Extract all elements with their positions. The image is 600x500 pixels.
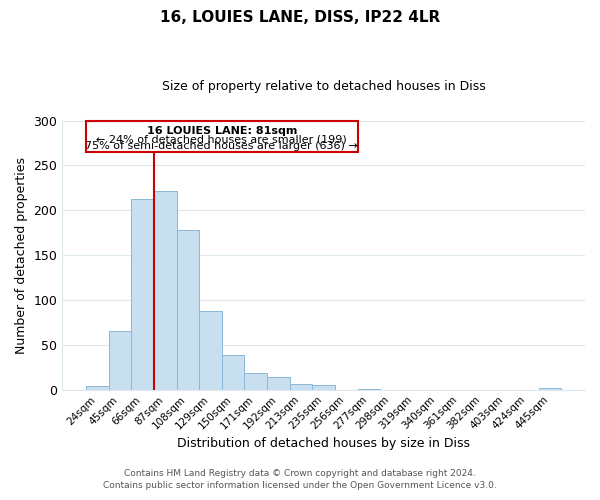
Text: 16 LOUIES LANE: 81sqm: 16 LOUIES LANE: 81sqm [146,126,297,136]
Text: 75% of semi-detached houses are larger (636) →: 75% of semi-detached houses are larger (… [85,141,358,151]
Bar [109,332,131,390]
FancyBboxPatch shape [86,122,358,152]
Bar [313,385,335,390]
Bar [176,230,199,390]
Bar [290,384,313,390]
Bar [131,198,154,390]
Y-axis label: Number of detached properties: Number of detached properties [15,156,28,354]
Text: Contains HM Land Registry data © Crown copyright and database right 2024.
Contai: Contains HM Land Registry data © Crown c… [103,468,497,490]
Bar [154,190,176,390]
Bar [358,389,380,390]
Bar [244,372,267,390]
Text: ← 24% of detached houses are smaller (199): ← 24% of detached houses are smaller (19… [97,134,347,144]
Title: Size of property relative to detached houses in Diss: Size of property relative to detached ho… [162,80,485,93]
X-axis label: Distribution of detached houses by size in Diss: Distribution of detached houses by size … [177,437,470,450]
Text: 16, LOUIES LANE, DISS, IP22 4LR: 16, LOUIES LANE, DISS, IP22 4LR [160,10,440,25]
Bar [539,388,561,390]
Bar [267,377,290,390]
Bar [86,386,109,390]
Bar [199,311,222,390]
Bar [222,354,244,390]
